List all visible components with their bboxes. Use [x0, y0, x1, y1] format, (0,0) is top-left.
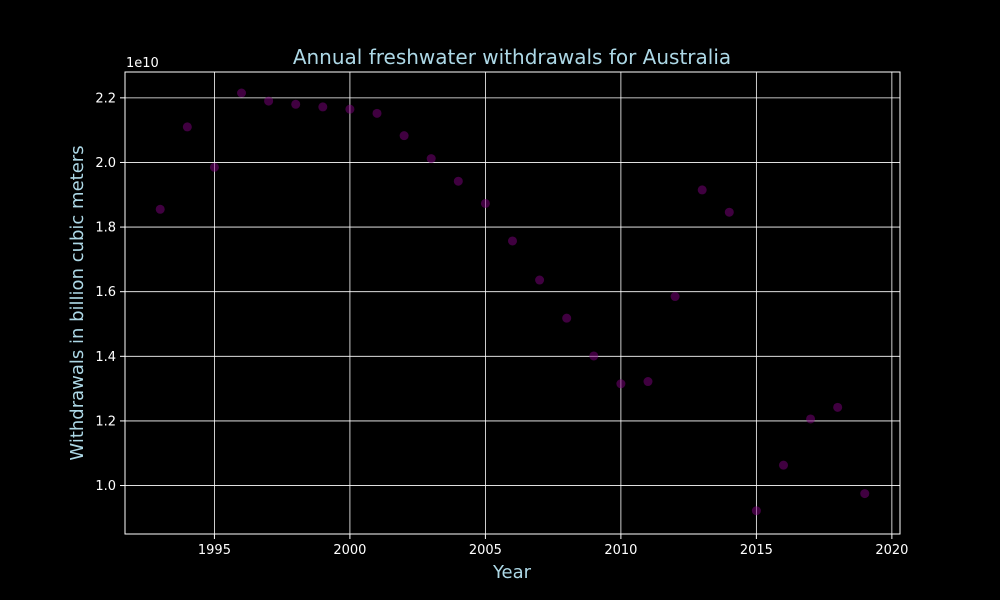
x-tick-label: 2010	[604, 543, 637, 558]
axis-ticks: 1995 2000 2005 2010 2015 2020 1.0 1.2 1.4 1.6 1.8 2…	[95, 91, 908, 558]
data-point	[399, 131, 409, 141]
data-point	[643, 377, 653, 387]
data-point	[155, 204, 165, 214]
y-axis-label: Withdrawals in billion cubic meters	[67, 145, 88, 460]
data-point	[751, 506, 761, 516]
plot-frame	[124, 71, 901, 535]
data-point	[453, 176, 463, 186]
data-point	[860, 489, 870, 499]
data-point	[589, 351, 599, 361]
grid-lines	[125, 72, 900, 534]
x-tick-label: 2005	[469, 543, 502, 558]
data-point	[562, 313, 572, 323]
x-axis-label: Year	[492, 562, 532, 583]
y-offset-label: 1e10	[126, 56, 159, 71]
data-point	[697, 185, 707, 195]
data-point	[426, 154, 436, 164]
x-tick-label: 2015	[740, 543, 773, 558]
data-point	[318, 102, 328, 112]
data-point	[670, 292, 680, 302]
data-point	[372, 108, 382, 118]
y-tick-label: 1.0	[95, 479, 116, 494]
x-tick-label: 2020	[875, 543, 908, 558]
y-tick-label: 1.2	[95, 414, 116, 429]
data-point	[345, 104, 355, 114]
chart-title: Annual freshwater withdrawals for Austra…	[293, 45, 731, 69]
data-point	[535, 275, 545, 285]
data-point	[833, 402, 843, 412]
y-tick-label: 2.2	[95, 91, 116, 106]
data-point	[237, 88, 247, 98]
x-tick-label: 2000	[333, 543, 366, 558]
y-tick-label: 1.6	[95, 285, 116, 300]
y-tick-label: 1.8	[95, 221, 116, 236]
data-point	[806, 414, 816, 424]
data-point	[264, 96, 274, 106]
data-point	[209, 162, 219, 172]
data-points	[155, 88, 870, 516]
data-point	[616, 379, 626, 389]
data-point	[182, 122, 192, 132]
x-tick-label: 1995	[198, 543, 231, 558]
data-point	[508, 236, 517, 246]
y-tick-label: 1.4	[95, 350, 116, 365]
data-point	[724, 207, 734, 217]
data-point	[778, 460, 788, 470]
data-point	[291, 99, 301, 109]
y-tick-label: 2.0	[95, 156, 116, 171]
data-point	[480, 198, 490, 208]
